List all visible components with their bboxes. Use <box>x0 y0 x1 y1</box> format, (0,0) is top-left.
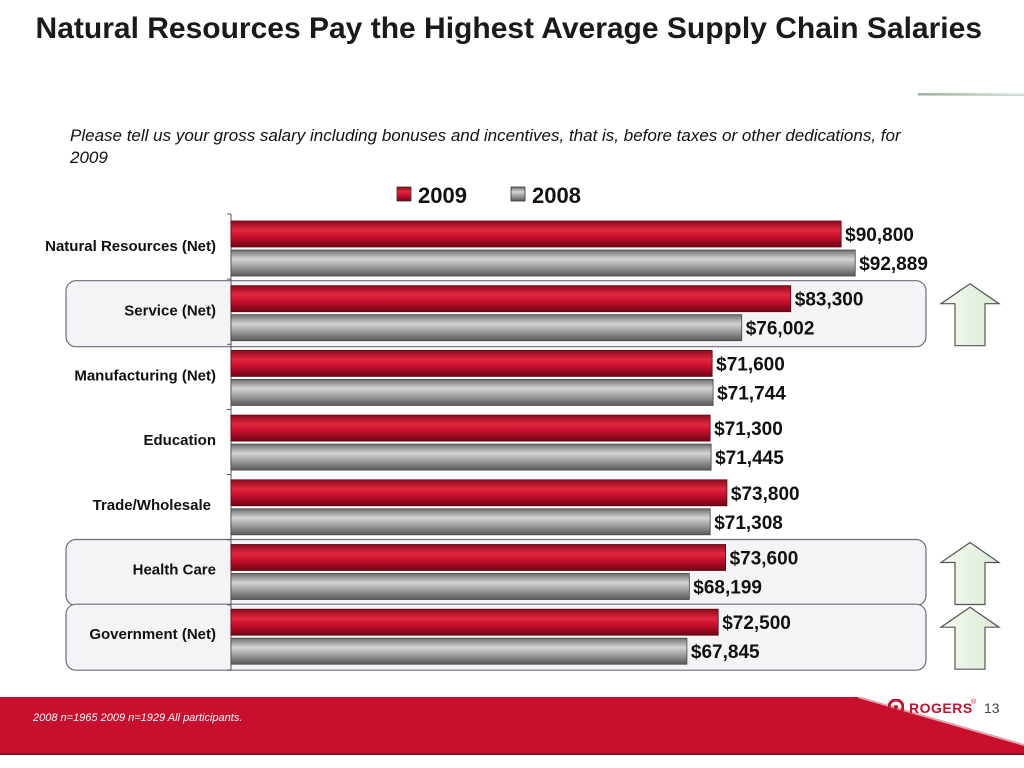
up-arrow-government-net <box>939 606 1001 670</box>
legend-label-2008: 2008 <box>532 183 581 208</box>
footer-band <box>0 697 1024 755</box>
data-label-2008-trade-wholesale: $71,308 <box>714 513 783 534</box>
legend-swatch-2008 <box>510 186 526 202</box>
bar-2009-health-care <box>230 544 726 571</box>
data-label-2009-health-care: $73,600 <box>730 549 799 570</box>
rogers-logo-icon <box>888 699 904 715</box>
bar-2009-service-net <box>230 285 792 313</box>
data-label-2008-government-net: $67,845 <box>691 642 760 663</box>
data-label-2009-natural-resources-net: $90,800 <box>845 225 914 246</box>
sample-size-note: 2008 n=1965 2009 n=1929 All participants… <box>33 712 243 724</box>
registered-mark: ® <box>971 699 977 706</box>
bars <box>230 220 856 665</box>
bar-2008-health-care <box>230 573 690 600</box>
bar-2009-education <box>230 414 711 442</box>
bar-2009-government-net <box>230 608 719 636</box>
legend-swatch-2009 <box>396 186 412 202</box>
question-text: Please tell us your gross salary includi… <box>70 126 901 167</box>
data-label-2008-health-care: $68,199 <box>693 578 762 599</box>
data-label-2009-government-net: $72,500 <box>722 613 791 634</box>
category-label-natural-resources-net: Natural Resources (Net) <box>45 238 216 255</box>
data-label-2008-education: $71,445 <box>715 448 784 469</box>
chart-legend: 2009 2008 <box>396 183 581 208</box>
data-label-2009-trade-wholesale: $73,800 <box>731 484 800 505</box>
data-label-2008-service-net: $76,002 <box>746 319 815 340</box>
salary-bar-chart: 2009 2008 Natural Resources (Net) Service … <box>45 183 1001 671</box>
category-axis: Natural Resources (Net) Service (Net) Manu… <box>45 213 232 671</box>
bar-2009-manufacturing-net <box>230 349 713 377</box>
category-label-service-net: Service (Net) <box>124 303 216 320</box>
up-arrow-service-net <box>939 282 1001 347</box>
category-label-trade-wholesale: Trade/Wholesale <box>93 497 211 514</box>
data-label-2009-manufacturing-net: $71,600 <box>716 354 785 375</box>
slide-title: Natural Resources Pay the Highest Averag… <box>35 12 982 45</box>
category-label-health-care: Health Care <box>133 562 216 579</box>
bar-2009-trade-wholesale <box>230 479 728 507</box>
bar-2009-natural-resources-net <box>230 220 842 248</box>
category-label-manufacturing-net: Manufacturing (Net) <box>74 367 216 384</box>
up-arrow-health-care <box>939 541 1001 606</box>
bar-2008-education <box>230 443 712 471</box>
title-underline-thin <box>918 95 1024 96</box>
page-number: 13 <box>984 700 1000 716</box>
data-label-2008-natural-resources-net: $92,889 <box>859 254 928 275</box>
rogers-logo-text: ROGERS <box>909 700 973 716</box>
title-underline <box>918 93 1024 95</box>
bar-2008-manufacturing-net <box>230 378 714 406</box>
bar-2008-natural-resources-net <box>230 249 856 277</box>
up-arrows <box>939 282 1001 670</box>
bar-2008-government-net <box>230 637 688 665</box>
data-labels: $90,800 $92,889 $83,300 $76,002 $71,600 $71,7… <box>691 225 928 663</box>
bar-2008-service-net <box>230 314 743 342</box>
data-label-2009-service-net: $83,300 <box>795 290 864 311</box>
category-label-education: Education <box>143 432 216 449</box>
data-label-2009-education: $71,300 <box>714 419 783 440</box>
data-label-2008-manufacturing-net: $71,744 <box>717 383 786 404</box>
legend-label-2009: 2009 <box>418 183 467 208</box>
bar-2008-trade-wholesale <box>230 508 711 536</box>
category-label-government-net: Government (Net) <box>89 626 216 643</box>
